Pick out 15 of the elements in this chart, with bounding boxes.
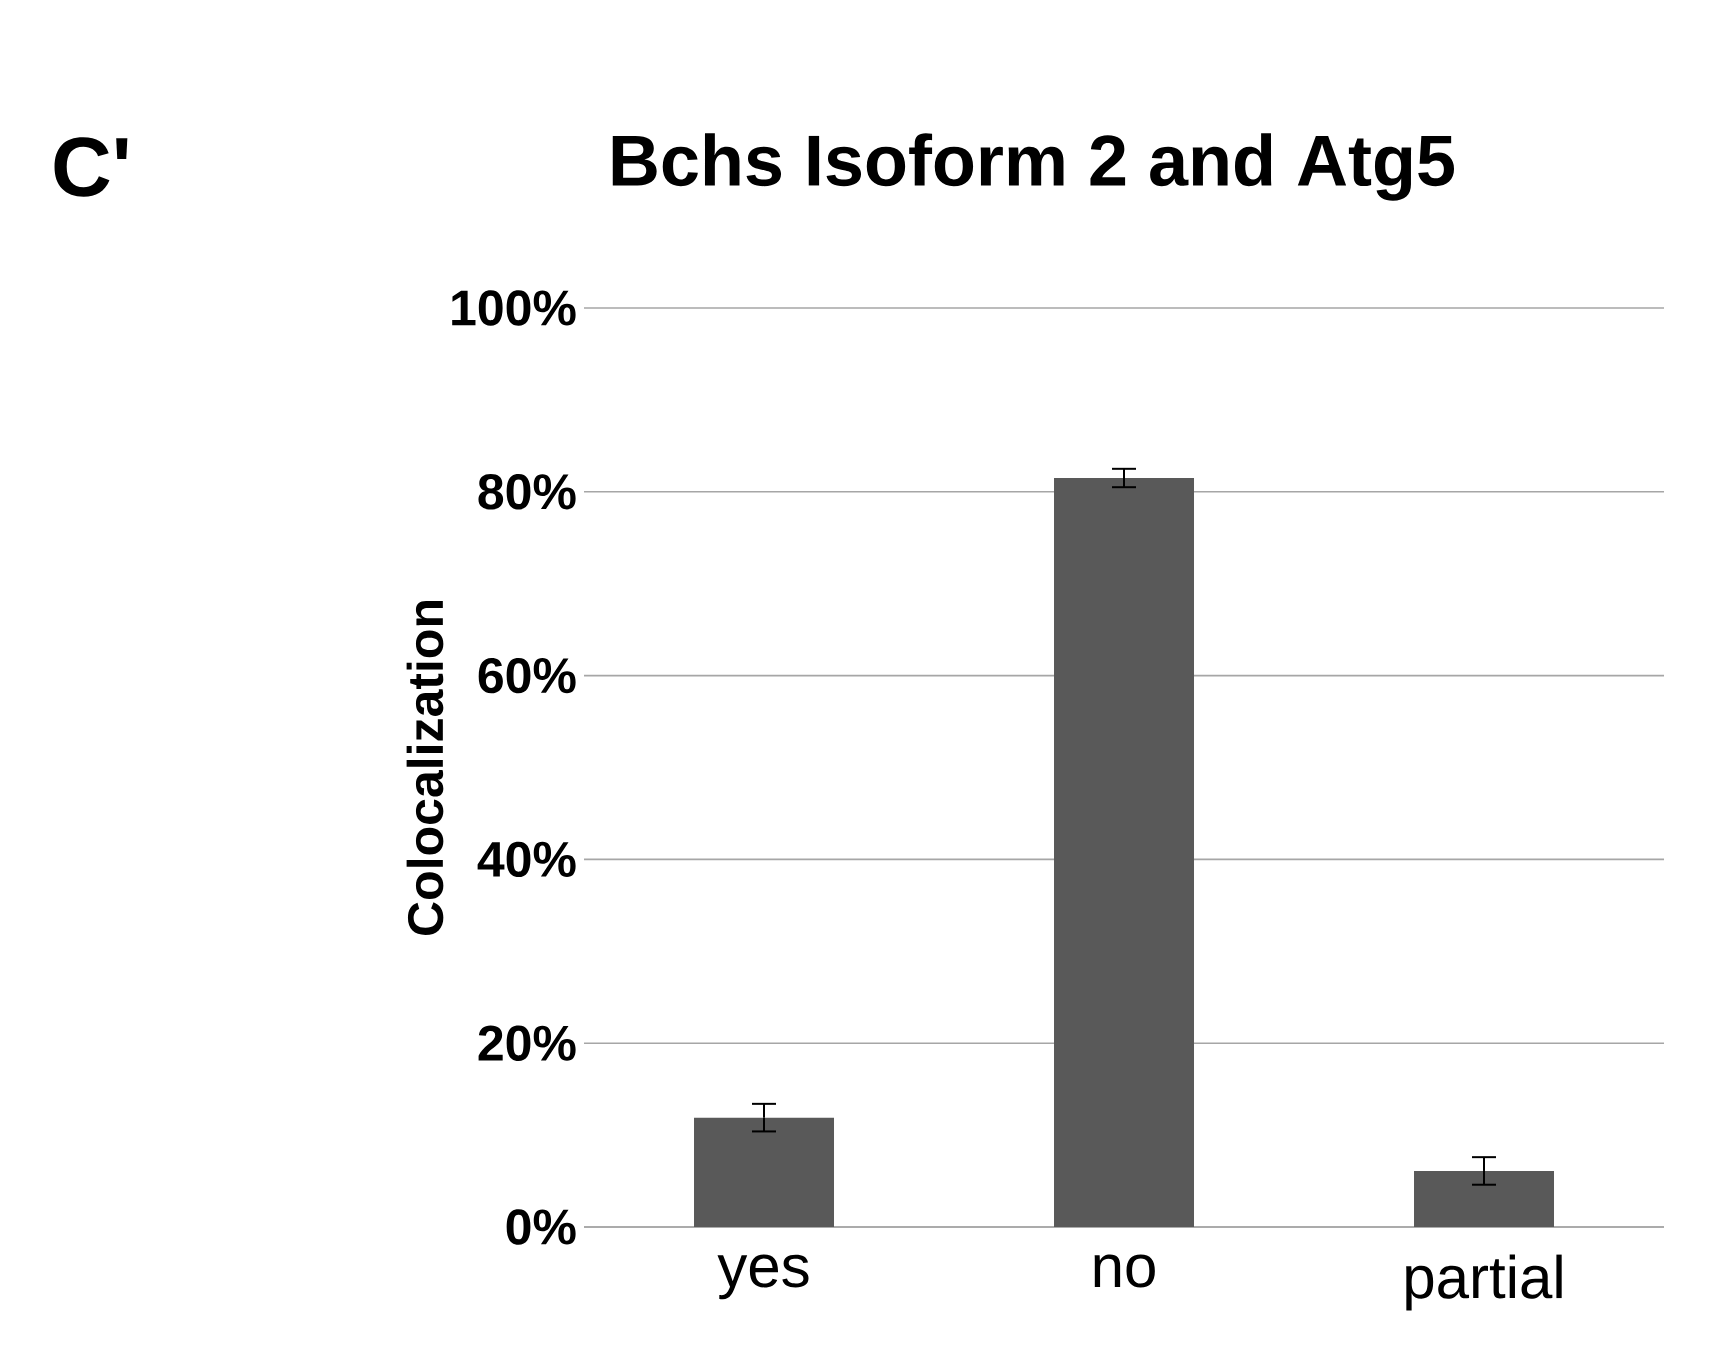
x-tick-label: yes xyxy=(717,1254,809,1300)
bar xyxy=(694,1117,835,1227)
y-tick-label: 0% xyxy=(506,1209,576,1245)
x-tick-label: partial xyxy=(1406,1254,1562,1311)
y-tick-label: 80% xyxy=(478,474,576,510)
x-tick-label: no xyxy=(1094,1254,1155,1288)
y-tick-label: 60% xyxy=(478,657,576,694)
y-tick-label: 40% xyxy=(477,841,576,878)
bar xyxy=(1054,478,1195,1227)
bar xyxy=(1414,1170,1555,1227)
y-axis-title: Colocalization xyxy=(406,601,444,935)
y-tick-label: 20% xyxy=(478,1025,576,1061)
chart-title: Bchs Isoform 2 and Atg5 xyxy=(612,133,1455,201)
y-tick-label: 100% xyxy=(452,290,576,326)
text: C' xyxy=(54,137,128,197)
